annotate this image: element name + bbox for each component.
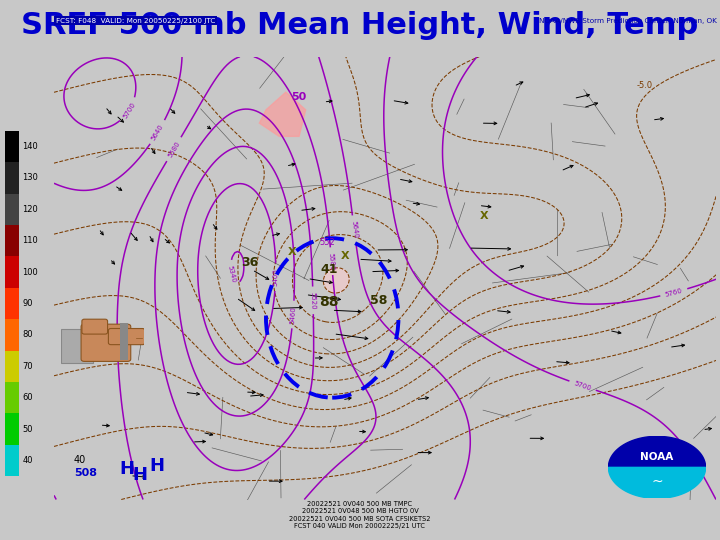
Bar — [5, 162, 19, 193]
Text: 70: 70 — [22, 362, 33, 371]
Bar — [5, 319, 19, 350]
Bar — [5, 288, 19, 319]
FancyBboxPatch shape — [82, 319, 107, 334]
Bar — [5, 256, 19, 288]
Text: 130: 130 — [22, 173, 38, 183]
Text: ~: ~ — [651, 474, 663, 488]
Text: 20022521 0V040 500 MB TMPC: 20022521 0V040 500 MB TMPC — [307, 501, 413, 507]
Text: 5640: 5640 — [150, 123, 165, 141]
Text: 58: 58 — [370, 294, 387, 307]
Text: 5760: 5760 — [665, 287, 683, 298]
Text: H: H — [132, 466, 148, 484]
Bar — [5, 382, 19, 414]
Text: H: H — [149, 457, 164, 475]
Text: FCST: F048  VALID: Mon 20050225/2100 JTC: FCST: F048 VALID: Mon 20050225/2100 JTC — [56, 18, 215, 24]
Text: 88: 88 — [319, 295, 338, 309]
Text: 20022521 0V040 500 MB SOTA CFSIKETS2: 20022521 0V040 500 MB SOTA CFSIKETS2 — [289, 516, 431, 522]
Text: X: X — [480, 211, 489, 221]
Text: 5520: 5520 — [310, 292, 316, 309]
Text: 5400: 5400 — [272, 268, 279, 286]
Text: 80: 80 — [22, 330, 33, 340]
Bar — [5, 350, 19, 382]
Text: 41: 41 — [320, 263, 338, 276]
Text: 5640: 5640 — [350, 220, 359, 238]
Text: X: X — [288, 247, 297, 256]
Text: 508: 508 — [74, 468, 97, 478]
Text: 50: 50 — [292, 92, 307, 102]
Text: 552: 552 — [319, 238, 335, 247]
Text: X: X — [341, 251, 350, 261]
Text: 5460: 5460 — [289, 306, 297, 323]
FancyBboxPatch shape — [81, 324, 131, 361]
Bar — [5, 131, 19, 162]
Text: 36: 36 — [240, 256, 258, 269]
Bar — [5, 225, 19, 256]
Text: 60: 60 — [22, 393, 33, 402]
Text: FCST 040 VALID Mon 20002225/21 UTC: FCST 040 VALID Mon 20002225/21 UTC — [294, 523, 426, 529]
Bar — [5, 445, 19, 476]
Bar — [5, 414, 19, 445]
Text: NOAA/NWS Storm Prediction Center, Norman, OK: NOAA/NWS Storm Prediction Center, Norman… — [539, 18, 716, 24]
Text: 120: 120 — [22, 205, 38, 214]
Text: SREF 500 mb Mean Height, Wind, Temp: SREF 500 mb Mean Height, Wind, Temp — [22, 11, 698, 40]
FancyBboxPatch shape — [109, 328, 145, 345]
Text: 140: 140 — [22, 142, 38, 151]
Text: 90: 90 — [22, 299, 33, 308]
Text: 5580: 5580 — [167, 140, 181, 158]
Text: 20022521 0V048 500 MB HGTO 0V: 20022521 0V048 500 MB HGTO 0V — [302, 508, 418, 514]
Text: 40: 40 — [22, 456, 33, 465]
Text: -5.0: -5.0 — [637, 80, 653, 90]
Text: 40: 40 — [74, 455, 86, 464]
Text: 5700: 5700 — [573, 380, 592, 392]
FancyBboxPatch shape — [61, 329, 93, 363]
Text: H: H — [120, 460, 135, 477]
Text: 5580: 5580 — [328, 252, 336, 271]
Text: 50: 50 — [22, 424, 33, 434]
Bar — [120, 323, 127, 360]
Polygon shape — [608, 436, 706, 467]
Text: 100: 100 — [22, 267, 38, 276]
Text: 5340: 5340 — [226, 264, 236, 283]
Polygon shape — [259, 92, 306, 137]
Bar — [5, 193, 19, 225]
Text: NOAA: NOAA — [640, 451, 674, 462]
Text: 5700: 5700 — [122, 101, 136, 119]
Text: 110: 110 — [22, 236, 38, 245]
Polygon shape — [608, 467, 706, 498]
